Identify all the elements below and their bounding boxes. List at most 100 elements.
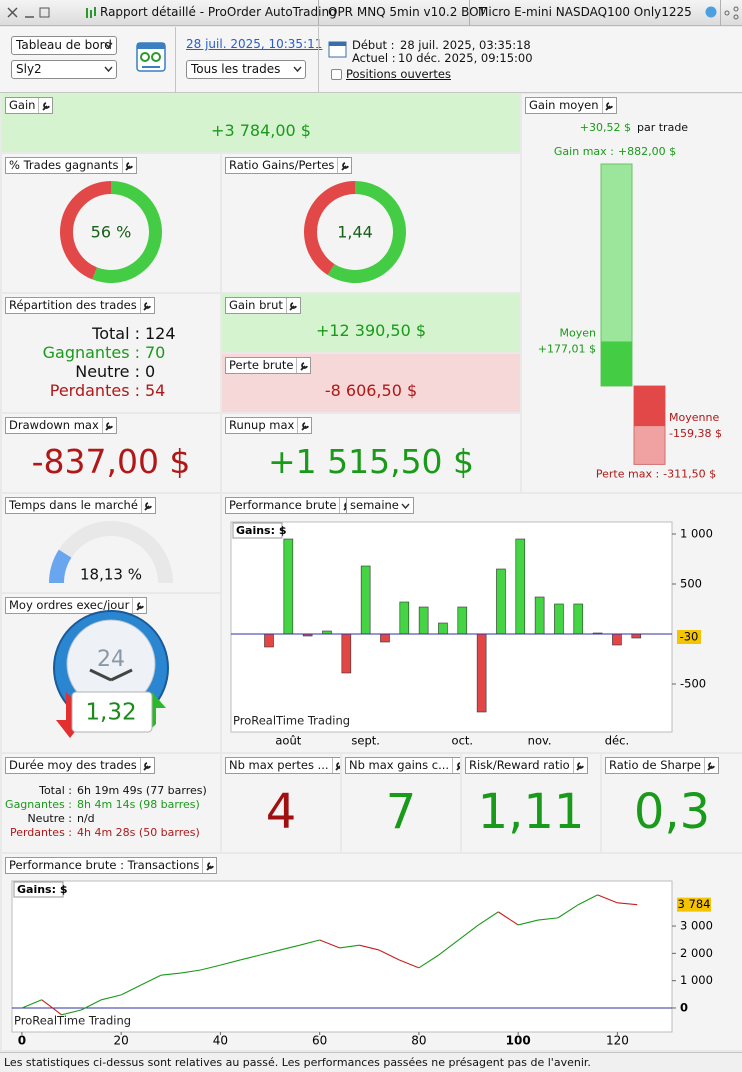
settings-button[interactable] [132, 598, 146, 613]
maximize-icon[interactable] [39, 7, 50, 18]
tile-title: Nb max pertes ... [229, 758, 329, 772]
wrench-shape [144, 501, 153, 511]
report-time-link[interactable]: 28 juil. 2025, 10:35:11 [186, 37, 323, 51]
tile-header: Nb max pertes ... [225, 757, 340, 774]
tile: Ratio de Sharpe 0,3 [602, 754, 742, 852]
period-select[interactable]: semaine [346, 497, 414, 514]
chat-bubble[interactable] [705, 6, 717, 18]
wrench-icon [707, 761, 716, 771]
tile: Ratio Gains/Pertes [222, 154, 520, 292]
settings-button[interactable] [452, 758, 460, 773]
settings-button[interactable] [121, 158, 136, 173]
tile-title: Ratio de Sharpe [609, 758, 701, 772]
tile: Gain +3 784,00 $ [2, 94, 520, 152]
tab-title[interactable]: Rapport détaillé - ProOrder AutoTrading [100, 5, 337, 19]
wrench-shape [576, 761, 585, 771]
tile-header: Ratio Gains/Pertes [225, 157, 353, 174]
tile-title: % Trades gagnants [9, 158, 119, 172]
wrench-shape [136, 601, 144, 611]
wrench-icon [455, 761, 460, 771]
wrench-shape [335, 761, 340, 771]
settings-button[interactable] [285, 298, 300, 313]
wrench-shape [707, 761, 716, 771]
settings-button[interactable] [331, 758, 340, 773]
tile-header: Runup max [225, 417, 313, 434]
report-icon-header[interactable] [137, 43, 165, 49]
wrench-icon [335, 761, 340, 771]
settings-button[interactable] [296, 358, 310, 373]
tile-title: Moy ordres exec/jour [9, 598, 130, 612]
tile: Performance brute : Transactions [2, 854, 742, 1050]
tile: Nb max gains c... 7 [342, 754, 460, 852]
share-node[interactable] [733, 6, 739, 12]
tile-header: Gain brut [225, 297, 301, 314]
start-label: Début : [352, 38, 395, 52]
settings-button[interactable] [703, 758, 718, 773]
tile: Moy ordres exec/jour [2, 594, 220, 752]
wrench-icon [301, 421, 309, 431]
account-select[interactable]: Sly2 [11, 60, 117, 79]
calendar-header [329, 42, 346, 46]
tile: Gain moyen [522, 94, 742, 492]
report-icon-dot[interactable] [140, 52, 150, 62]
tile-header: Durée moy des trades [5, 757, 155, 774]
tile-title: Drawdown max [9, 418, 99, 432]
chat-icon[interactable] [704, 6, 718, 20]
share-node[interactable] [733, 14, 739, 20]
dropdown-caret [104, 66, 113, 73]
report-icon-dot[interactable] [151, 52, 161, 62]
report-icon[interactable] [136, 42, 166, 74]
tile-value: 0,3 [633, 784, 711, 840]
settings-button[interactable] [38, 98, 52, 113]
row-label: Perdantes : [49, 381, 140, 400]
wrench-shape [125, 161, 133, 171]
close-icon[interactable] [7, 7, 18, 18]
row-value: 0 [145, 362, 156, 381]
row-label: Total : [92, 324, 140, 343]
tile: % Trades gagnants [2, 154, 220, 292]
wrench-icon [341, 161, 349, 171]
wrench-shape [143, 301, 152, 311]
wrench-shape [455, 761, 460, 771]
settings-button[interactable] [297, 418, 311, 433]
open-positions-checkbox[interactable] [331, 69, 342, 80]
settings-button[interactable] [202, 858, 216, 873]
tile-header: Gain moyen [525, 97, 617, 114]
row-value: 124 [145, 324, 176, 343]
tile-header: % Trades gagnants [5, 157, 137, 174]
settings-button[interactable] [601, 98, 616, 113]
wrench-icon [125, 161, 133, 171]
settings-button[interactable] [139, 298, 154, 313]
current-value: 10 déc. 2025, 09:15:00 [398, 51, 533, 65]
open-positions-label[interactable]: Positions ouvertes [346, 67, 451, 81]
filter-select[interactable]: Tous les trades [186, 60, 306, 79]
settings-button[interactable] [139, 758, 154, 773]
share-icon[interactable] [724, 6, 740, 20]
tile-header: Gain [5, 97, 54, 114]
toolbar: Tableau de bord Sly2 28 juil. 2025, 10:3… [0, 27, 742, 93]
wrench-shape [143, 761, 152, 771]
wrench-shape [341, 161, 349, 171]
view-select[interactable]: Tableau de bord [11, 36, 117, 55]
tile-header: Risk/Reward ratio [465, 757, 588, 774]
wrench-shape [105, 421, 114, 431]
toolbar-separator [318, 27, 319, 93]
wrench-icon [136, 601, 144, 611]
window-controls[interactable] [6, 6, 52, 20]
start-value: 28 juil. 2025, 03:35:18 [400, 38, 531, 52]
tab-title[interactable]: Micro E-mini NASDAQ100 Only1225 [478, 5, 692, 19]
settings-button[interactable] [140, 498, 155, 513]
tile-value: 4 [265, 784, 297, 840]
settings-button[interactable] [572, 758, 587, 773]
tab-title[interactable]: OPR MNQ 5min v10.2 BOT [328, 5, 486, 19]
tile: Risk/Reward ratio 1,11 [462, 754, 600, 852]
settings-button[interactable] [101, 418, 116, 433]
wrench-icon [289, 301, 298, 311]
wrench-icon [143, 761, 152, 771]
wrench-icon [605, 101, 613, 111]
tile-title: Performance brute [229, 498, 337, 512]
tile: Drawdown max -837,00 $ [2, 414, 220, 492]
tile-value: 1,11 [477, 784, 585, 840]
share-node[interactable] [724, 10, 730, 16]
settings-button[interactable] [337, 158, 351, 173]
